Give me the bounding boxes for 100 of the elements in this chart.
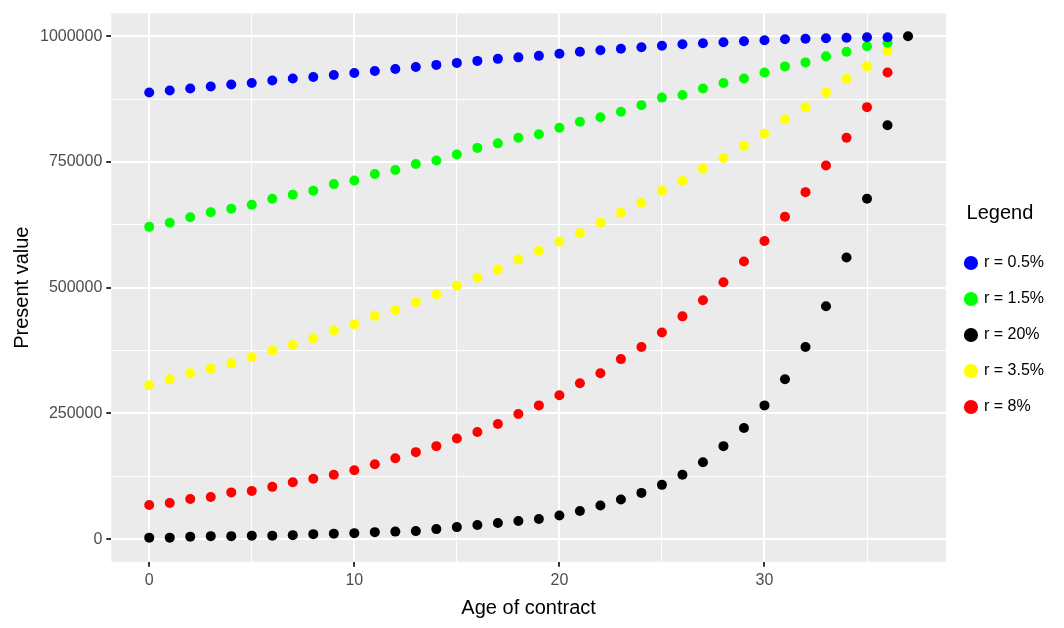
point (164, 374, 175, 385)
point (656, 327, 667, 338)
point (164, 497, 175, 508)
point (862, 61, 873, 72)
point (472, 427, 483, 438)
point (821, 87, 831, 98)
point (656, 92, 667, 103)
point (410, 447, 421, 458)
point (451, 433, 462, 444)
point (390, 63, 401, 74)
point (533, 514, 544, 525)
point (841, 73, 852, 84)
point (431, 524, 442, 535)
point (226, 79, 237, 90)
legend-label: r = 3.5% (983, 361, 1044, 379)
point (144, 532, 155, 543)
point (697, 83, 708, 94)
point (246, 352, 257, 363)
point (472, 520, 483, 531)
point (246, 78, 257, 89)
point (554, 390, 565, 401)
point (841, 32, 852, 43)
point (308, 333, 319, 344)
point (226, 358, 237, 369)
point (226, 487, 237, 498)
point (800, 33, 811, 44)
point (800, 187, 811, 198)
point (615, 494, 626, 505)
point (205, 491, 216, 502)
point (882, 120, 893, 131)
point (328, 469, 339, 480)
x-axis-title: Age of contract (461, 595, 597, 618)
point (246, 199, 257, 210)
x-tick-label: 10 (345, 570, 364, 588)
point (513, 254, 524, 265)
point (513, 132, 524, 143)
point (759, 35, 770, 46)
point (246, 530, 257, 541)
point (492, 419, 503, 429)
point (287, 530, 298, 541)
point (492, 138, 503, 149)
point (697, 38, 708, 49)
point (779, 374, 790, 385)
point (595, 45, 606, 56)
point (308, 529, 319, 540)
point (308, 185, 319, 196)
point (862, 193, 873, 204)
point (164, 217, 175, 228)
point (595, 112, 606, 123)
point (759, 235, 770, 246)
legend-label: r = 1.5% (983, 289, 1044, 307)
point (144, 87, 155, 98)
point (287, 189, 298, 200)
point (226, 203, 237, 214)
point (862, 32, 873, 43)
point (431, 289, 442, 300)
point (410, 297, 421, 308)
point (738, 256, 749, 267)
y-tick-label: 250000 (48, 403, 103, 421)
point (451, 522, 462, 533)
point (697, 163, 708, 174)
point (451, 280, 462, 291)
point (677, 176, 688, 187)
point (718, 277, 729, 288)
point (697, 457, 708, 468)
point (226, 531, 237, 542)
point (390, 453, 401, 464)
point (492, 518, 503, 529)
point (267, 345, 278, 356)
point (328, 528, 339, 539)
point (513, 516, 524, 527)
point (800, 57, 811, 68)
point (492, 264, 503, 275)
point (800, 342, 811, 353)
point (821, 33, 831, 44)
point (779, 34, 790, 45)
point (779, 114, 790, 125)
point (554, 48, 565, 59)
point (841, 252, 852, 263)
point (738, 423, 749, 434)
point (615, 106, 626, 117)
point (677, 469, 688, 480)
point (369, 527, 380, 538)
point (369, 310, 380, 321)
point (369, 459, 380, 470)
y-tick-label: 500000 (48, 278, 103, 296)
legend-label: r = 8% (983, 397, 1031, 415)
point (615, 43, 626, 54)
point (574, 116, 585, 127)
point (718, 441, 729, 452)
point (636, 487, 647, 498)
point (144, 380, 155, 391)
point (185, 368, 196, 379)
point (841, 132, 852, 143)
point (677, 311, 688, 322)
point (677, 39, 688, 50)
point (390, 165, 401, 176)
point (205, 81, 216, 92)
point (185, 212, 196, 223)
x-tick-label: 0 (144, 570, 154, 588)
